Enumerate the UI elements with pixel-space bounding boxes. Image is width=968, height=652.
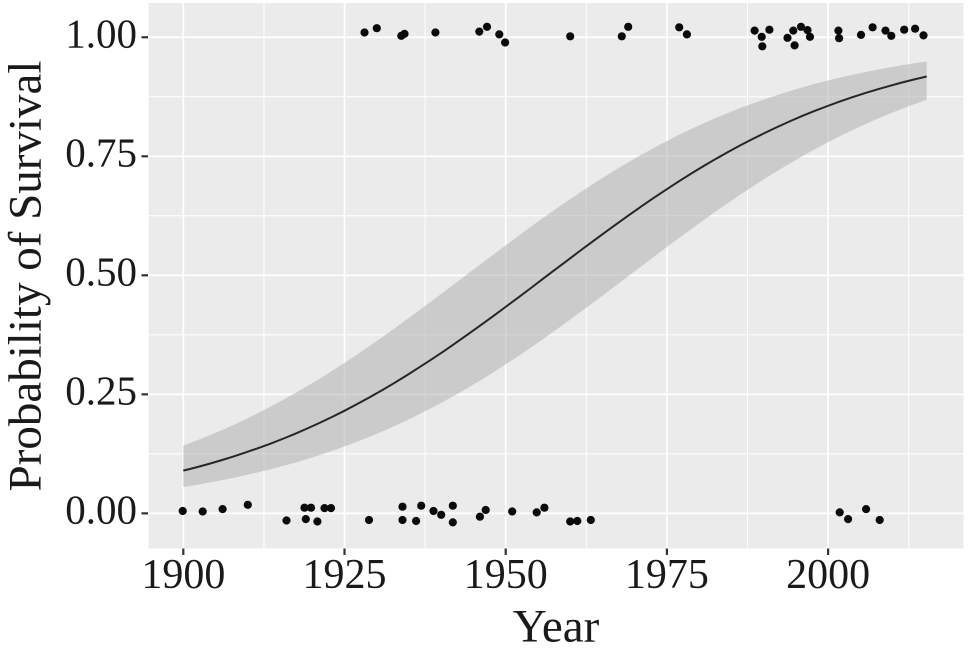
y-tick-label: 0.25 bbox=[65, 367, 137, 413]
data-point bbox=[573, 516, 582, 526]
y-tick-label: 0.75 bbox=[65, 129, 137, 175]
data-point bbox=[412, 516, 421, 526]
data-point bbox=[282, 516, 291, 525]
data-point bbox=[431, 28, 440, 37]
data-point bbox=[566, 517, 575, 526]
data-point bbox=[765, 25, 774, 34]
data-point bbox=[881, 26, 890, 35]
data-point bbox=[617, 32, 626, 41]
data-point bbox=[501, 38, 510, 47]
x-tick-label: 1975 bbox=[625, 552, 709, 598]
x-tick-label: 1950 bbox=[464, 552, 548, 598]
data-point bbox=[508, 507, 517, 516]
data-point bbox=[682, 30, 692, 39]
data-point bbox=[495, 30, 504, 39]
data-point bbox=[481, 505, 490, 515]
data-point bbox=[482, 22, 492, 31]
data-point bbox=[875, 515, 884, 525]
data-point bbox=[586, 515, 595, 525]
data-point bbox=[313, 517, 322, 526]
data-point bbox=[911, 24, 920, 33]
data-point bbox=[675, 23, 684, 32]
data-point bbox=[805, 32, 815, 41]
data-point bbox=[856, 30, 866, 39]
data-point bbox=[758, 42, 767, 51]
data-point bbox=[757, 32, 766, 41]
data-point bbox=[429, 506, 438, 516]
data-point bbox=[624, 22, 633, 31]
data-point bbox=[448, 501, 457, 510]
data-point bbox=[844, 515, 853, 524]
y-tick-label: 0.00 bbox=[65, 486, 137, 532]
data-point bbox=[835, 508, 844, 517]
data-point bbox=[417, 501, 426, 510]
data-point bbox=[475, 27, 484, 36]
data-point bbox=[360, 28, 369, 37]
data-point bbox=[789, 26, 798, 35]
x-tick-label: 2000 bbox=[786, 552, 870, 598]
data-point bbox=[790, 41, 799, 50]
data-point bbox=[803, 26, 812, 35]
data-point bbox=[320, 504, 329, 513]
data-point bbox=[243, 500, 252, 509]
data-point bbox=[448, 518, 457, 527]
data-point bbox=[540, 503, 549, 512]
x-tick-label: 1925 bbox=[303, 552, 387, 598]
data-point bbox=[306, 503, 316, 512]
data-point bbox=[300, 503, 309, 512]
data-point bbox=[398, 502, 407, 511]
y-tick-label: 0.50 bbox=[65, 248, 137, 294]
data-point bbox=[364, 515, 374, 525]
data-point bbox=[532, 508, 541, 517]
data-point bbox=[398, 515, 407, 525]
data-point bbox=[834, 26, 843, 35]
logistic-curve bbox=[183, 75, 927, 472]
data-point bbox=[750, 26, 759, 35]
data-point bbox=[919, 31, 928, 40]
x-tick-label: 1900 bbox=[141, 552, 225, 598]
data-point bbox=[400, 29, 409, 38]
data-point bbox=[437, 510, 446, 519]
data-point bbox=[218, 505, 227, 514]
y-tick-label: 1.00 bbox=[65, 10, 137, 56]
data-point bbox=[796, 22, 806, 31]
x-axis-title: Year bbox=[512, 600, 600, 652]
data-point bbox=[372, 24, 381, 33]
data-point bbox=[198, 507, 207, 516]
data-point bbox=[301, 515, 310, 524]
data-point bbox=[835, 34, 844, 43]
data-point bbox=[783, 33, 792, 42]
data-point bbox=[868, 23, 877, 32]
y-axis-title: Probability of Survival bbox=[0, 60, 52, 492]
data-point bbox=[326, 504, 336, 513]
data-point bbox=[887, 31, 896, 40]
data-point bbox=[475, 512, 484, 521]
data-point bbox=[900, 25, 909, 34]
confidence-band bbox=[183, 61, 927, 488]
data-point bbox=[566, 32, 575, 41]
data-point bbox=[178, 506, 187, 516]
data-point bbox=[862, 505, 871, 514]
